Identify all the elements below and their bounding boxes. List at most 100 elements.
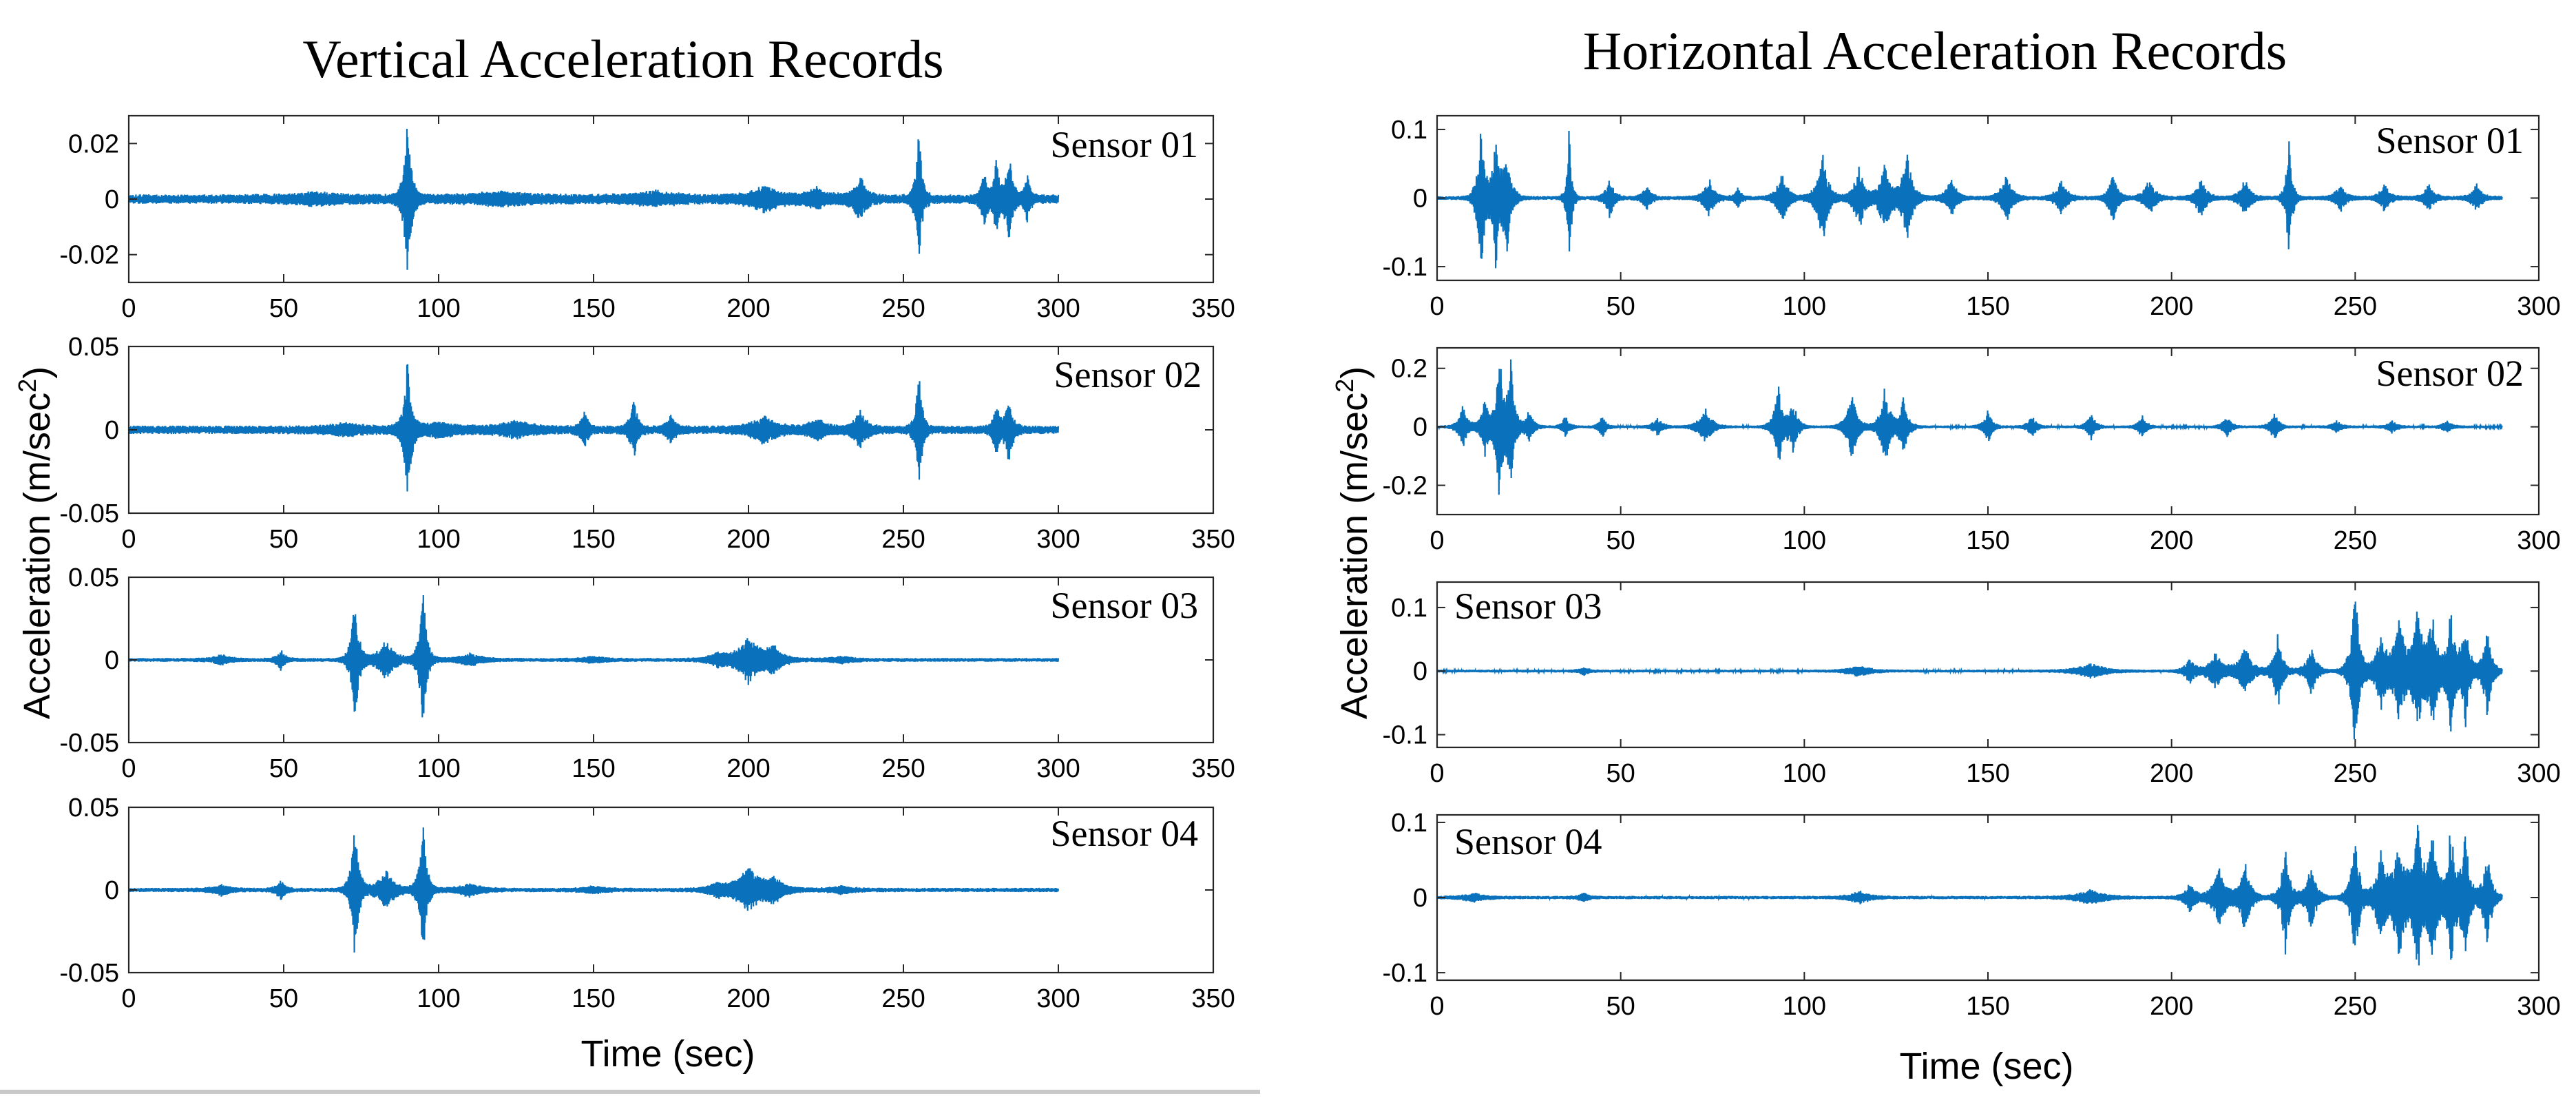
y-tick-label: 0.1 bbox=[1391, 116, 1427, 145]
sensor-label: Sensor 04 bbox=[1051, 813, 1199, 854]
x-tick-label: 50 bbox=[269, 525, 298, 554]
y-tick-label: -0.1 bbox=[1383, 721, 1427, 750]
y-tick-label: 0.02 bbox=[68, 130, 119, 158]
x-tick-label: 100 bbox=[417, 294, 460, 323]
y-tick-label: 0.1 bbox=[1391, 594, 1427, 623]
x-tick-label: 0 bbox=[1430, 292, 1444, 321]
x-tick-label: 250 bbox=[881, 984, 925, 1013]
footer-strip bbox=[0, 1090, 1260, 1094]
x-tick-label: 200 bbox=[2150, 292, 2193, 321]
signal-trace bbox=[1437, 130, 2503, 269]
y-tick-label: -0.05 bbox=[59, 959, 119, 988]
y-tick-label: 0 bbox=[105, 646, 119, 675]
sensor-label: Sensor 02 bbox=[2376, 353, 2524, 394]
x-tick-label: 0 bbox=[121, 984, 136, 1013]
x-tick-label: 0 bbox=[121, 525, 136, 554]
x-tick-label: 250 bbox=[2334, 759, 2377, 788]
sensor-label: Sensor 04 bbox=[1454, 821, 1602, 862]
x-tick-label: 100 bbox=[1783, 759, 1826, 788]
y-tick-label: 0.2 bbox=[1391, 355, 1427, 384]
x-tick-label: 250 bbox=[881, 525, 925, 554]
x-tick-label: 300 bbox=[1036, 754, 1080, 783]
y-tick-label: 0 bbox=[105, 185, 119, 214]
y-tick-label: -0.05 bbox=[59, 499, 119, 528]
y-tick-label: -0.1 bbox=[1383, 253, 1427, 282]
x-tick-label: 300 bbox=[1036, 294, 1080, 323]
signal-trace bbox=[1437, 359, 2503, 495]
x-tick-label: 300 bbox=[2517, 992, 2560, 1021]
signal-trace bbox=[129, 128, 1060, 270]
x-tick-label: 100 bbox=[1783, 292, 1826, 321]
x-tick-label: 100 bbox=[1783, 526, 1826, 555]
x-tick-label: 200 bbox=[726, 754, 770, 783]
y-tick-label: 0 bbox=[105, 416, 119, 445]
x-tick-label: 250 bbox=[2334, 992, 2377, 1021]
y-tick-label: 0 bbox=[1413, 413, 1427, 442]
x-tick-label: 300 bbox=[2517, 759, 2560, 788]
signal-trace bbox=[129, 827, 1060, 953]
x-tick-label: 150 bbox=[1966, 992, 2009, 1021]
x-tick-label: 100 bbox=[417, 525, 460, 554]
x-tick-label: 200 bbox=[726, 525, 770, 554]
y-tick-label: 0.05 bbox=[68, 563, 119, 592]
sensor-label: Sensor 03 bbox=[1051, 585, 1199, 626]
x-tick-label: 200 bbox=[2150, 992, 2193, 1021]
x-tick-label: 350 bbox=[1191, 525, 1235, 554]
x-tick-label: 150 bbox=[572, 525, 615, 554]
x-tick-label: 350 bbox=[1191, 984, 1235, 1013]
x-tick-label: 50 bbox=[269, 984, 298, 1013]
y-tick-label: -0.1 bbox=[1383, 959, 1427, 988]
x-tick-label: 100 bbox=[417, 754, 460, 783]
x-tick-label: 300 bbox=[2517, 292, 2560, 321]
y-tick-label: -0.05 bbox=[59, 729, 119, 758]
x-tick-label: 300 bbox=[1036, 984, 1080, 1013]
signal-trace bbox=[129, 364, 1060, 492]
vertical-x-axis-label: Time (sec) bbox=[581, 1033, 755, 1075]
sensor-label: Sensor 01 bbox=[1051, 124, 1199, 165]
x-tick-label: 350 bbox=[1191, 294, 1235, 323]
x-tick-label: 50 bbox=[1606, 526, 1635, 555]
x-tick-label: 150 bbox=[1966, 759, 2009, 788]
sensor-label: Sensor 03 bbox=[1454, 586, 1602, 627]
sensor-label: Sensor 01 bbox=[2376, 120, 2524, 161]
horizontal-x-axis-label: Time (sec) bbox=[1900, 1046, 2074, 1087]
x-tick-label: 0 bbox=[1430, 759, 1444, 788]
subplot-group: 0 50 100 150 200 250 300 350 0.02 0 -0.02 Sensor 01… bbox=[59, 114, 2561, 1021]
x-tick-label: 50 bbox=[1606, 992, 1635, 1021]
signal-trace bbox=[1437, 601, 2503, 740]
x-tick-label: 50 bbox=[1606, 292, 1635, 321]
y-tick-label: 0 bbox=[1413, 884, 1427, 913]
x-tick-label: 0 bbox=[1430, 526, 1444, 555]
x-tick-label: 250 bbox=[2334, 292, 2377, 321]
x-tick-label: 250 bbox=[2334, 526, 2377, 555]
x-tick-label: 100 bbox=[417, 984, 460, 1013]
x-tick-label: 100 bbox=[1783, 992, 1826, 1021]
vertical-y-axis-label: Acceleration (m/sec2) bbox=[13, 366, 58, 719]
x-tick-label: 200 bbox=[2150, 759, 2193, 788]
y-tick-label: 0.05 bbox=[68, 794, 119, 822]
y-tick-label: -0.2 bbox=[1383, 472, 1427, 501]
y-tick-label: 0 bbox=[105, 876, 119, 905]
x-tick-label: 200 bbox=[726, 294, 770, 323]
signal-trace bbox=[129, 594, 1060, 718]
x-tick-label: 350 bbox=[1191, 754, 1235, 783]
x-tick-label: 50 bbox=[269, 294, 298, 323]
x-tick-label: 250 bbox=[881, 754, 925, 783]
signal-trace bbox=[1437, 825, 2503, 966]
x-tick-label: 150 bbox=[572, 294, 615, 323]
x-tick-label: 150 bbox=[572, 754, 615, 783]
x-tick-label: 300 bbox=[2517, 526, 2560, 555]
horizontal-panel-title: Horizontal Acceleration Records bbox=[1583, 21, 2287, 81]
x-tick-label: 0 bbox=[1430, 992, 1444, 1021]
x-tick-label: 150 bbox=[1966, 292, 2009, 321]
y-tick-label: -0.02 bbox=[59, 241, 119, 270]
